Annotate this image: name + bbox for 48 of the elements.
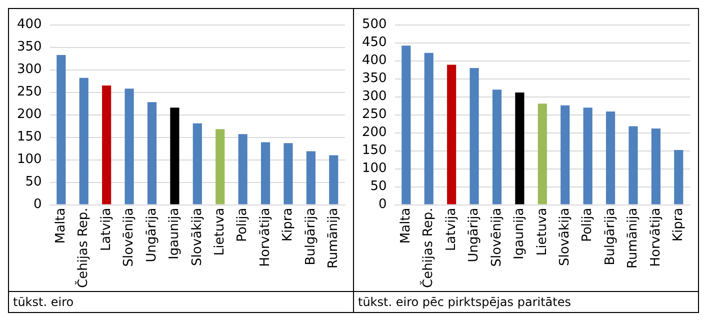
x-tick-label: Lietuva	[212, 208, 228, 256]
y-tick-label: 200	[362, 125, 387, 140]
x-tick-label: Lietuva	[534, 208, 550, 256]
x-tick-label: Slovēnija	[489, 208, 504, 267]
y-tick-label: 500	[362, 17, 387, 32]
x-tick-label: Polija	[580, 208, 596, 242]
x-tick-label: Bulgārija	[303, 208, 318, 266]
y-tick-label: 350	[16, 40, 42, 55]
x-tick-label: Slovākija	[190, 208, 205, 266]
y-tick-label: 50	[25, 174, 42, 190]
x-tick-label: Horvātija	[258, 208, 273, 267]
x-tick-label: Igaunija	[512, 208, 528, 260]
y-tick-label: 150	[362, 143, 387, 158]
y-tick-label: 400	[362, 53, 387, 68]
y-tick-label: 450	[362, 35, 387, 50]
x-tick-label: Bulgārija	[602, 208, 618, 266]
x-tick-label: Čehijas Rep.	[419, 208, 436, 288]
x-tick-label: Ungārija	[144, 208, 160, 262]
y-tick-label: 50	[370, 179, 387, 194]
x-tick-label: Malta	[54, 208, 69, 244]
x-tick-label: Kipra	[280, 208, 296, 242]
x-tick-label: Ungārija	[466, 208, 482, 262]
x-tick-label: Horvātija	[648, 208, 664, 267]
text: tūkst. eiro	[13, 295, 74, 309]
y-tick-label: 0	[34, 197, 42, 212]
text: tūkst. eiro pēc pirktspējas paritātes	[358, 295, 571, 309]
y-tick-label: 100	[16, 152, 42, 168]
y-tick-label: 300	[16, 62, 42, 78]
x-tick-label: Rumānija	[326, 208, 342, 269]
x-tick-label: Čehijas Rep.	[74, 208, 92, 288]
x-tick-label: Rumānija	[626, 208, 641, 269]
x-tick-label: Slovēnija	[122, 208, 137, 267]
y-tick-label: 0	[378, 197, 387, 212]
x-tick-label: Kipra	[671, 208, 686, 242]
y-tick-label: 350	[362, 71, 387, 86]
y-tick-label: 250	[16, 84, 42, 100]
x-tick-label: Slovākija	[557, 208, 572, 266]
y-tick-label: 250	[362, 107, 387, 122]
y-tick-label: 300	[362, 89, 387, 104]
y-tick-label: 100	[362, 161, 387, 176]
y-tick-label: 400	[16, 17, 42, 32]
x-tick-label: Igaunija	[167, 208, 182, 260]
x-tick-label: Polija	[235, 208, 250, 242]
x-tick-label: Latvija	[98, 208, 114, 251]
y-tick-label: 200	[16, 107, 42, 122]
x-tick-label: Malta	[398, 208, 414, 244]
y-tick-label: 150	[16, 130, 42, 145]
x-tick-label: Latvija	[444, 208, 459, 251]
